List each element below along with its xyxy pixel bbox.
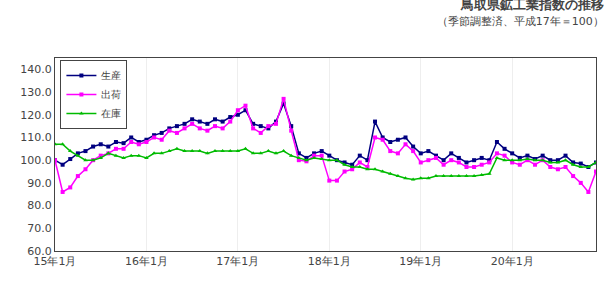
svg-text:90.0: 90.0 [27, 177, 52, 190]
svg-text:60.0: 60.0 [27, 245, 52, 258]
svg-text:19年1月: 19年1月 [399, 255, 442, 268]
svg-text:出荷: 出荷 [101, 89, 121, 100]
svg-text:15年1月: 15年1月 [34, 255, 77, 268]
svg-text:80.0: 80.0 [27, 199, 52, 212]
svg-text:20年1月: 20年1月 [491, 255, 534, 268]
svg-text:130.0: 130.0 [20, 86, 52, 99]
svg-text:100.0: 100.0 [20, 154, 52, 167]
svg-text:120.0: 120.0 [20, 109, 52, 122]
svg-text:110.0: 110.0 [20, 131, 52, 144]
svg-text:16年1月: 16年1月 [125, 255, 168, 268]
svg-text:18年1月: 18年1月 [308, 255, 351, 268]
svg-text:70.0: 70.0 [27, 222, 52, 235]
svg-text:鳥取県鉱工業指数の推移（季節調整済、平成17年＝100）: 鳥取県鉱工業指数の推移（季節調整済、平成17年＝100） [437, 0, 604, 28]
svg-text:生産: 生産 [101, 70, 121, 81]
svg-text:在庫: 在庫 [101, 108, 121, 119]
svg-text:140.0: 140.0 [20, 63, 52, 76]
svg-text:17年1月: 17年1月 [216, 255, 259, 268]
